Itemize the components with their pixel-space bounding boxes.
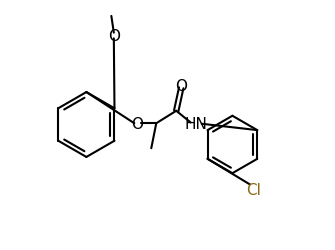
Text: O: O bbox=[132, 116, 143, 131]
Text: O: O bbox=[175, 78, 187, 94]
Text: O: O bbox=[108, 29, 120, 44]
Text: HN: HN bbox=[185, 116, 208, 131]
Text: Cl: Cl bbox=[246, 182, 261, 197]
